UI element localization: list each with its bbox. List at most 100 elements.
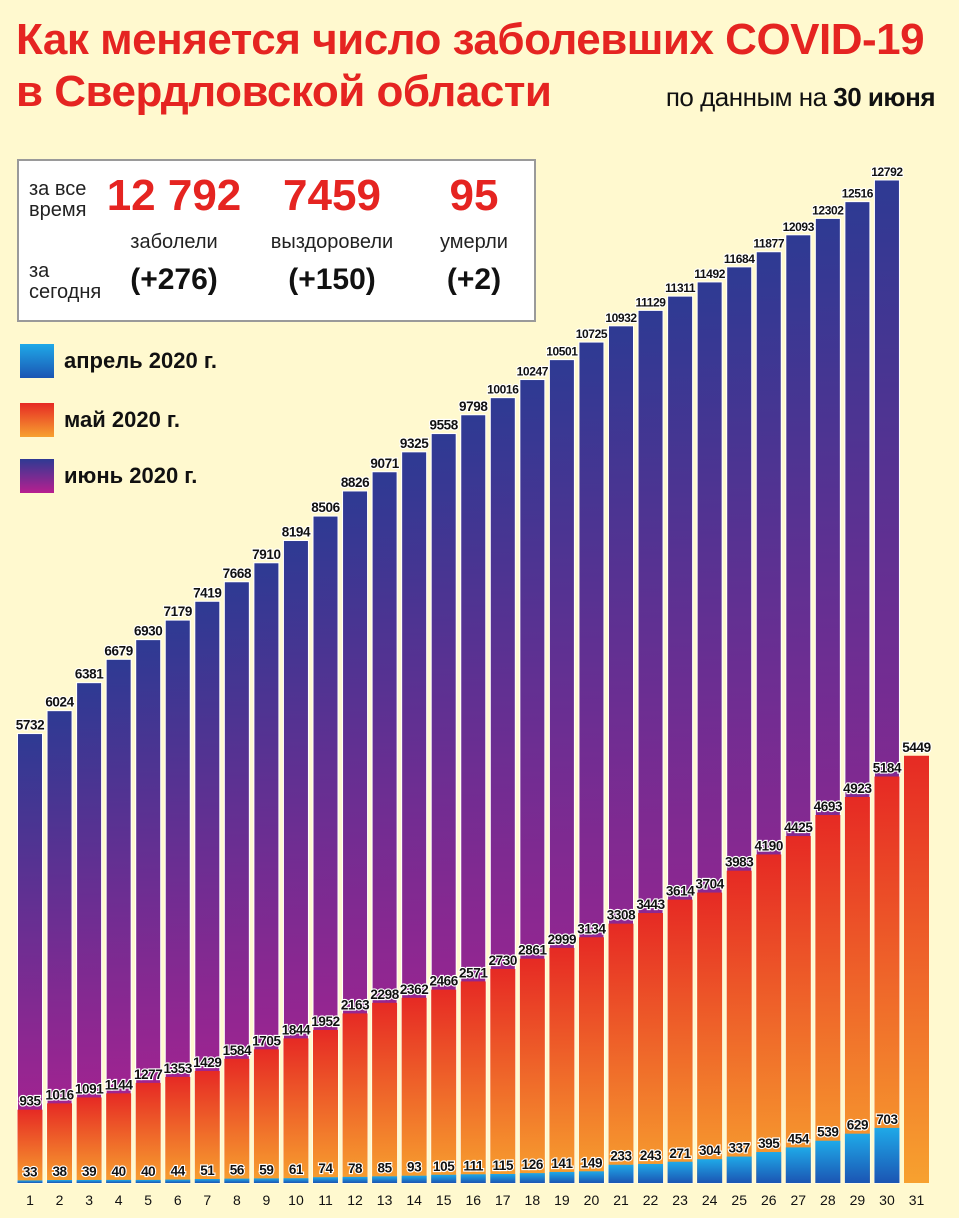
value-label-may-10: 1844 xyxy=(282,1022,311,1037)
bar-april-25 xyxy=(726,1156,752,1183)
value-label-april-1: 33 xyxy=(23,1164,38,1179)
value-label-june-10: 8194 xyxy=(282,525,311,540)
bar-april-15 xyxy=(431,1174,457,1183)
x-tick-label-2: 2 xyxy=(56,1192,64,1208)
value-label-april-6: 44 xyxy=(171,1164,186,1179)
bar-april-27 xyxy=(785,1147,811,1183)
value-label-may-28: 4693 xyxy=(814,799,843,814)
value-label-may-3: 1091 xyxy=(75,1081,104,1096)
value-label-june-19: 10501 xyxy=(546,345,578,359)
bar-april-8 xyxy=(224,1178,250,1183)
value-label-april-3: 39 xyxy=(82,1164,96,1179)
value-label-june-7: 7419 xyxy=(193,585,221,600)
chart-title: Как меняется число заболевших COVID-19 в… xyxy=(16,14,925,118)
value-label-june-29: 12516 xyxy=(842,187,874,201)
x-tick-label-21: 21 xyxy=(613,1192,629,1208)
x-tick-label-29: 29 xyxy=(850,1192,866,1208)
value-label-april-8: 56 xyxy=(230,1163,245,1178)
bar-april-13 xyxy=(372,1176,398,1183)
bar-april-24 xyxy=(697,1159,723,1183)
legend-item-june: июнь 2020 г. xyxy=(20,459,197,493)
bar-april-4 xyxy=(106,1179,132,1183)
value-label-april-25: 337 xyxy=(729,1141,750,1156)
bar-may-7 xyxy=(194,1070,220,1183)
title-line-2: в Свердловской области xyxy=(16,67,552,116)
legend-swatch-may xyxy=(20,403,54,437)
legend-item-may: май 2020 г. xyxy=(20,403,180,437)
bar-may-2 xyxy=(47,1103,73,1183)
value-label-may-29: 4923 xyxy=(843,781,872,796)
bar-may-18 xyxy=(519,958,545,1183)
x-tick-label-9: 9 xyxy=(263,1192,271,1208)
bar-april-16 xyxy=(460,1174,486,1183)
bar-may-11 xyxy=(313,1029,338,1183)
x-tick-label-23: 23 xyxy=(672,1192,688,1208)
x-tick-label-30: 30 xyxy=(879,1192,895,1208)
legend-swatch-april xyxy=(20,344,54,378)
bar-may-20 xyxy=(578,937,604,1183)
value-label-june-13: 9071 xyxy=(370,456,399,471)
x-tick-label-12: 12 xyxy=(347,1192,363,1208)
today-label-line2: сегодня xyxy=(29,281,102,303)
value-label-april-15: 105 xyxy=(433,1159,455,1174)
today-label: за сегодня xyxy=(29,261,101,303)
value-label-may-17: 2730 xyxy=(489,953,517,968)
value-label-april-29: 629 xyxy=(847,1118,868,1133)
value-label-may-2: 1016 xyxy=(45,1087,74,1102)
bar-may-31 xyxy=(904,755,929,1183)
x-tick-label-17: 17 xyxy=(495,1192,511,1208)
deaths-caption: умерли xyxy=(440,231,508,253)
bar-april-11 xyxy=(313,1177,338,1183)
x-tick-label-28: 28 xyxy=(820,1192,836,1208)
value-label-june-21: 10932 xyxy=(605,311,637,325)
value-label-april-28: 539 xyxy=(817,1125,838,1140)
title-line-1: Как меняется число заболевших COVID-19 xyxy=(16,15,925,64)
value-label-may-6: 1353 xyxy=(164,1061,193,1076)
x-tick-label-26: 26 xyxy=(761,1192,777,1208)
bar-may-8 xyxy=(224,1058,250,1183)
x-tick-label-13: 13 xyxy=(377,1192,393,1208)
value-label-may-23: 3614 xyxy=(666,884,695,899)
value-label-june-11: 8506 xyxy=(311,500,340,515)
value-label-june-17: 10016 xyxy=(487,383,519,397)
bar-may-17 xyxy=(490,968,516,1183)
value-label-may-25: 3983 xyxy=(725,855,754,870)
bar-april-26 xyxy=(756,1152,782,1183)
bar-april-17 xyxy=(490,1173,516,1183)
bar-may-4 xyxy=(106,1093,132,1183)
bar-april-19 xyxy=(549,1171,575,1183)
x-tick-label-27: 27 xyxy=(791,1192,807,1208)
bar-april-2 xyxy=(47,1180,73,1183)
value-label-april-23: 271 xyxy=(669,1146,691,1161)
bar-may-23 xyxy=(667,899,693,1183)
bar-may-27 xyxy=(785,836,811,1183)
as-of-date-value: 30 июня xyxy=(833,82,935,112)
value-label-june-14: 9325 xyxy=(400,436,429,451)
value-label-june-20: 10725 xyxy=(576,327,608,341)
bar-may-14 xyxy=(401,997,427,1183)
value-label-april-22: 243 xyxy=(640,1148,662,1163)
bar-april-12 xyxy=(342,1176,368,1183)
bar-april-10 xyxy=(283,1178,309,1183)
bar-april-29 xyxy=(844,1133,870,1183)
bar-may-22 xyxy=(638,913,664,1183)
value-label-may-18: 2861 xyxy=(518,943,547,958)
bar-may-9 xyxy=(253,1049,279,1183)
bar-may-19 xyxy=(549,947,575,1183)
value-label-april-30: 703 xyxy=(876,1112,898,1127)
value-label-may-13: 2298 xyxy=(370,987,399,1002)
value-label-may-11: 1952 xyxy=(311,1014,339,1029)
value-label-june-8: 7668 xyxy=(223,566,252,581)
x-tick-label-20: 20 xyxy=(584,1192,600,1208)
value-label-april-18: 126 xyxy=(522,1157,544,1172)
bar-may-28 xyxy=(815,815,841,1183)
value-label-may-27: 4425 xyxy=(784,820,813,835)
bar-april-14 xyxy=(401,1175,427,1183)
bar-may-26 xyxy=(756,854,782,1183)
all-time-label-line2: время xyxy=(29,199,87,221)
value-label-may-21: 3308 xyxy=(607,908,636,923)
deaths-total: 95 xyxy=(449,171,499,220)
value-label-june-22: 11129 xyxy=(636,295,667,309)
value-label-june-23: 11311 xyxy=(665,281,696,295)
